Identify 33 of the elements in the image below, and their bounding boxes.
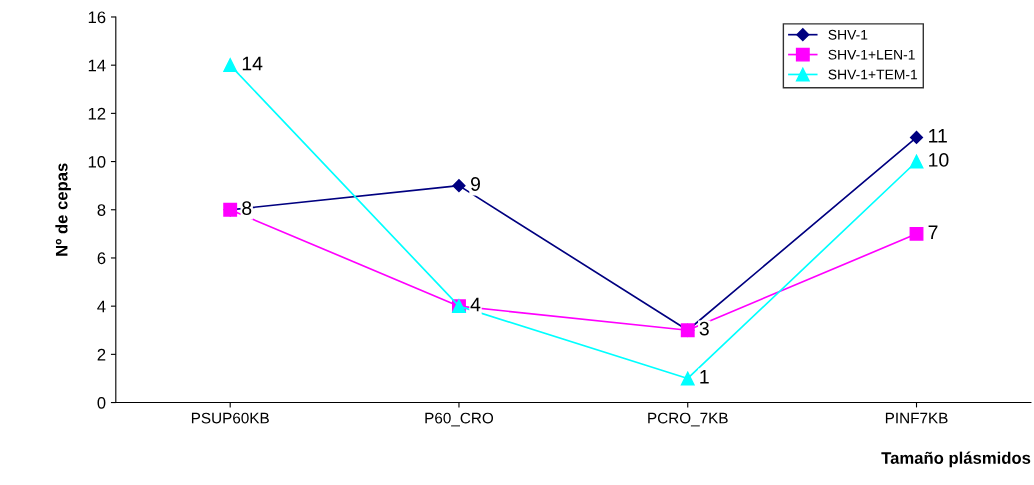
point: [909, 154, 924, 169]
point: [223, 58, 238, 73]
data-label: 4: [470, 297, 481, 312]
data-label: 11: [929, 129, 947, 143]
data-label: 1: [700, 370, 709, 384]
y-tick-label: 10: [88, 155, 106, 168]
data-label: 7: [928, 225, 938, 239]
y-tick-label: 2: [97, 348, 106, 361]
x-tick-label: PSUP60KB: [191, 412, 269, 424]
point: [909, 130, 924, 145]
point: [680, 371, 695, 386]
y-tick-label: 6: [97, 252, 106, 265]
data-label: 8: [242, 201, 252, 215]
y-tick-label: 0: [97, 396, 106, 409]
y-tick-label: 14: [88, 59, 106, 72]
legend-label: SHV-1: [828, 29, 868, 40]
data-label: 3: [699, 321, 709, 336]
data-label: 10: [929, 153, 949, 167]
data-label: 9: [470, 177, 480, 191]
y-tick-label: 8: [97, 204, 106, 216]
x-axis-title: Tamaño plásmidos: [881, 451, 1031, 468]
y-axis-title: Nº de cepas: [55, 163, 71, 256]
y-tick-label: 16: [88, 11, 106, 24]
y-tick-label: 4: [97, 300, 106, 313]
x-tick-label: PINF7KB: [885, 412, 948, 424]
point: [452, 179, 466, 193]
y-tick-label: 12: [88, 107, 106, 120]
data-label: 14: [242, 56, 263, 71]
point: [909, 226, 924, 241]
x-tick-label: PCRO_7KB: [648, 412, 728, 427]
legend-label: SHV-1+TEM-1: [828, 69, 918, 80]
x-tick-label: P60_CRO: [425, 412, 494, 427]
legend-label: SHV-1+LEN-1: [828, 49, 915, 60]
